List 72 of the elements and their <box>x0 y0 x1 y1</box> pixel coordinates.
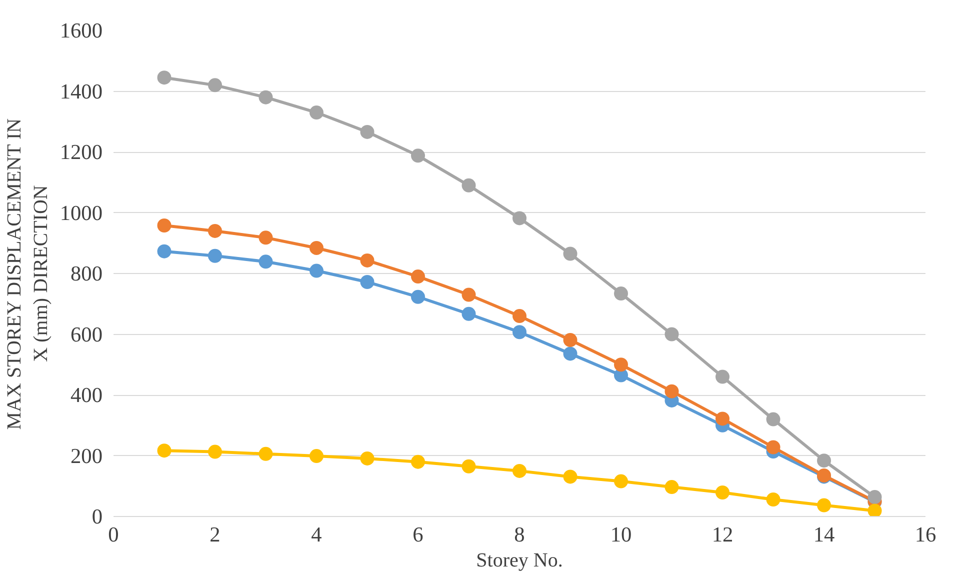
point <box>664 327 679 342</box>
point <box>817 454 831 468</box>
point <box>208 444 222 459</box>
point <box>258 446 273 461</box>
y-tick-label: 400 <box>70 383 103 407</box>
point <box>766 492 780 506</box>
x-tick-label: 0 <box>108 522 119 546</box>
point <box>310 241 324 255</box>
x-tick-label: 6 <box>412 522 424 546</box>
point <box>411 270 425 284</box>
point <box>360 253 374 268</box>
point <box>208 224 222 238</box>
y-tick-label: 0 <box>92 504 103 528</box>
point <box>462 459 476 474</box>
point <box>664 384 679 398</box>
point <box>310 264 324 278</box>
y-axis-title: MAX STOREY DISPLACEMENT IN X (mm) DIRECTION <box>3 118 52 430</box>
point <box>512 211 526 226</box>
point <box>157 70 172 85</box>
x-tick-label: 10 <box>610 522 632 546</box>
point <box>411 148 425 163</box>
x-tick-label: 4 <box>311 522 322 546</box>
point <box>258 254 273 269</box>
point <box>614 286 628 301</box>
x-tick-label: 12 <box>712 522 734 546</box>
y-tick-label: 200 <box>70 444 103 468</box>
point <box>614 474 628 488</box>
point <box>614 358 628 372</box>
point <box>258 90 273 104</box>
y-tick-label: 1400 <box>60 79 102 104</box>
point <box>563 346 578 361</box>
point <box>512 325 526 340</box>
point <box>157 244 172 258</box>
x-axis-title: Storey No. <box>476 550 563 572</box>
y-tick-label: 1600 <box>60 18 102 42</box>
y-tick-label: 1200 <box>60 140 102 164</box>
x-tick-label: 14 <box>813 522 835 546</box>
point <box>462 178 476 192</box>
point <box>411 290 425 304</box>
point <box>411 454 425 469</box>
point <box>716 412 730 426</box>
point <box>208 248 222 263</box>
point <box>360 275 374 289</box>
point <box>766 440 780 454</box>
point <box>868 490 882 504</box>
point <box>157 444 172 458</box>
x-tick-label: 8 <box>514 522 525 546</box>
y-tick-label: 1000 <box>60 200 102 225</box>
point <box>563 470 578 484</box>
x-tick-label: 16 <box>914 522 936 546</box>
point <box>360 124 374 139</box>
point <box>716 370 730 384</box>
point <box>563 333 578 348</box>
point <box>563 246 578 261</box>
y-tick-label: 800 <box>70 262 103 286</box>
point <box>310 449 324 464</box>
x-tick-label: 2 <box>210 522 220 546</box>
point <box>512 309 526 324</box>
point <box>664 480 679 494</box>
point <box>868 504 882 516</box>
point <box>462 306 476 321</box>
point <box>310 106 324 120</box>
point <box>157 218 172 232</box>
point <box>360 451 374 466</box>
point <box>716 486 730 500</box>
point <box>208 78 222 92</box>
point <box>766 412 780 426</box>
point <box>258 230 273 245</box>
point <box>512 464 526 478</box>
y-tick-label: 600 <box>70 322 103 346</box>
point <box>817 498 831 512</box>
point <box>462 288 476 302</box>
